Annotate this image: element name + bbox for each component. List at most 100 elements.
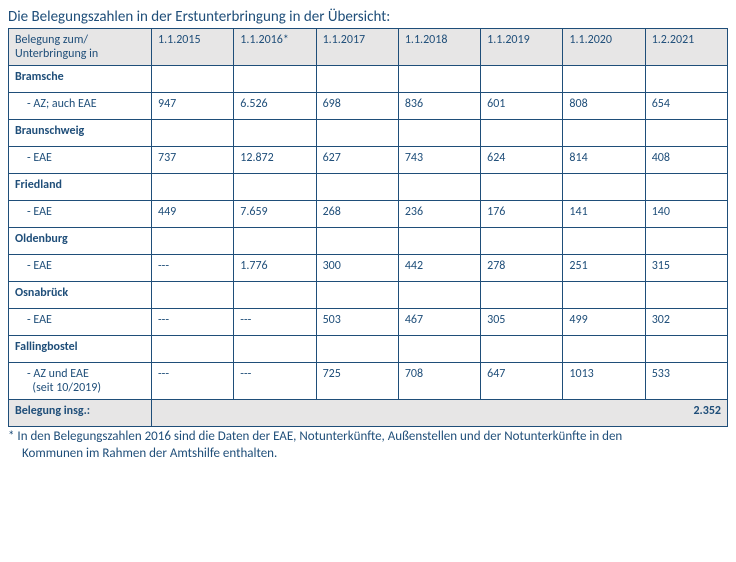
table-row-values: - EAE4497.659268236176141140 (9, 201, 728, 228)
value-cell: 442 (398, 255, 480, 282)
empty-cell (563, 66, 645, 93)
empty-cell (645, 174, 727, 201)
empty-cell (316, 120, 398, 147)
empty-cell (152, 66, 234, 93)
empty-cell (645, 282, 727, 309)
empty-cell (152, 120, 234, 147)
empty-cell (152, 336, 234, 363)
empty-cell (316, 174, 398, 201)
value-cell: 278 (481, 255, 563, 282)
value-cell: 315 (645, 255, 727, 282)
header-col: 1.1.2018 (398, 29, 480, 66)
occupancy-table: Belegung zum/ Unterbringung in 1.1.2015 … (8, 28, 728, 427)
sub-label-cell: - EAE (9, 309, 152, 336)
value-cell: 302 (645, 309, 727, 336)
value-cell: 708 (398, 363, 480, 400)
sub-label-cell: - EAE (9, 201, 152, 228)
value-cell: --- (152, 309, 234, 336)
value-cell: 141 (563, 201, 645, 228)
empty-cell (481, 174, 563, 201)
footnote: * In den Belegungszahlen 2016 sind die D… (8, 429, 728, 463)
value-cell: --- (152, 255, 234, 282)
value-cell: 6.526 (234, 93, 316, 120)
location-cell: Bramsche (9, 66, 152, 93)
empty-cell (645, 120, 727, 147)
empty-cell (398, 228, 480, 255)
empty-cell (316, 228, 398, 255)
value-cell: 449 (152, 201, 234, 228)
sub-label-cell: - AZ und EAE (seit 10/2019) (9, 363, 152, 400)
table-row-values: - EAE73712.872627743624814408 (9, 147, 728, 174)
empty-cell (152, 228, 234, 255)
empty-cell (316, 66, 398, 93)
empty-cell (481, 282, 563, 309)
value-cell: 1.776 (234, 255, 316, 282)
value-cell: 654 (645, 93, 727, 120)
page-title: Die Belegungszahlen in der Erstunterbrin… (8, 8, 728, 26)
empty-cell (234, 66, 316, 93)
value-cell: 7.659 (234, 201, 316, 228)
value-cell: 268 (316, 201, 398, 228)
header-col0-line2: Unterbringung in (15, 47, 98, 61)
footnote-line2: Kommunen im Rahmen der Amtshilfe enthalt… (8, 446, 277, 461)
empty-cell (645, 66, 727, 93)
empty-cell (234, 174, 316, 201)
sub-label-cell: - AZ; auch EAE (9, 93, 152, 120)
empty-cell (316, 336, 398, 363)
empty-cell (234, 336, 316, 363)
total-label-cell: Belegung insg.: (9, 400, 152, 427)
empty-cell (481, 66, 563, 93)
value-cell: --- (152, 363, 234, 400)
header-col: 1.1.2016* (234, 29, 316, 66)
location-cell: Oldenburg (9, 228, 152, 255)
empty-cell (234, 228, 316, 255)
table-row-location: Osnabrück (9, 282, 728, 309)
total-value-cell: 2.352 (152, 400, 728, 427)
value-cell: 814 (563, 147, 645, 174)
location-cell: Braunschweig (9, 120, 152, 147)
value-cell: 601 (481, 93, 563, 120)
empty-cell (563, 120, 645, 147)
table-row-values: - EAE------503467305499302 (9, 309, 728, 336)
location-cell: Friedland (9, 174, 152, 201)
value-cell: 624 (481, 147, 563, 174)
empty-cell (398, 120, 480, 147)
value-cell: --- (234, 363, 316, 400)
value-cell: 743 (398, 147, 480, 174)
empty-cell (398, 174, 480, 201)
header-col: 1.1.2019 (481, 29, 563, 66)
value-cell: 176 (481, 201, 563, 228)
value-cell: 808 (563, 93, 645, 120)
table-row-total: Belegung insg.:2.352 (9, 400, 728, 427)
value-cell: 533 (645, 363, 727, 400)
value-cell: 251 (563, 255, 645, 282)
value-cell: 305 (481, 309, 563, 336)
value-cell: 236 (398, 201, 480, 228)
value-cell: 737 (152, 147, 234, 174)
value-cell: 499 (563, 309, 645, 336)
empty-cell (398, 66, 480, 93)
empty-cell (316, 282, 398, 309)
location-cell: Fallingbostel (9, 336, 152, 363)
empty-cell (398, 282, 480, 309)
value-cell: 503 (316, 309, 398, 336)
value-cell: 1013 (563, 363, 645, 400)
value-cell: 300 (316, 255, 398, 282)
value-cell: --- (234, 309, 316, 336)
empty-cell (481, 228, 563, 255)
header-col: 1.1.2017 (316, 29, 398, 66)
value-cell: 627 (316, 147, 398, 174)
location-cell: Osnabrück (9, 282, 152, 309)
value-cell: 947 (152, 93, 234, 120)
value-cell: 408 (645, 147, 727, 174)
value-cell: 836 (398, 93, 480, 120)
empty-cell (645, 336, 727, 363)
sub-label-cell: - EAE (9, 147, 152, 174)
header-col: 1.1.2015 (152, 29, 234, 66)
empty-cell (152, 174, 234, 201)
value-cell: 725 (316, 363, 398, 400)
empty-cell (152, 282, 234, 309)
value-cell: 467 (398, 309, 480, 336)
empty-cell (645, 228, 727, 255)
table-row-values: - AZ und EAE (seit 10/2019)------7257086… (9, 363, 728, 400)
